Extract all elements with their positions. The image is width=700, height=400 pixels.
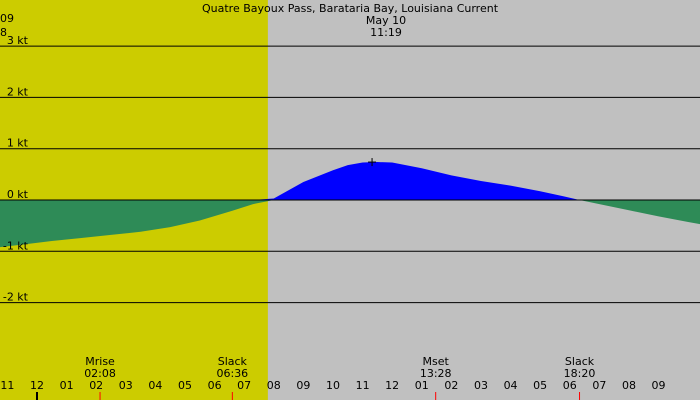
x-tick-label: 01 xyxy=(415,379,429,392)
x-tick-label: 01 xyxy=(60,379,74,392)
y-axis-labels: 3 kt 2 kt 1 kt 0 kt -1 kt -2 kt xyxy=(3,34,29,303)
x-axis-labels: 11 12 01 02 03 04 05 06 07 08 09 10 11 12 01 02 03 04 05 06… xyxy=(0,379,665,392)
event-time: 13:28 xyxy=(420,367,452,380)
x-tick-label: 08 xyxy=(267,379,281,392)
chart-title: Quatre Bayoux Pass, Barataria Bay, Louis… xyxy=(202,2,499,15)
event-time: 06:36 xyxy=(216,367,248,380)
event-name: Mrise xyxy=(85,355,115,368)
x-tick-label: 08 xyxy=(622,379,636,392)
y-tick-label: 3 kt xyxy=(7,34,29,47)
corner-label-bottom: 8 xyxy=(0,26,7,39)
x-tick-label: 09 xyxy=(652,379,666,392)
event-name: Slack xyxy=(565,355,595,368)
ebb-current-area xyxy=(0,200,700,248)
event-name: Mset xyxy=(423,355,450,368)
event-time: 18:20 xyxy=(564,367,596,380)
y-tick-label: -2 kt xyxy=(3,291,29,304)
chart-current-time: 11:19 xyxy=(370,26,402,39)
corner-label-top: 09 xyxy=(0,12,14,25)
x-tick-label: 11 xyxy=(0,379,14,392)
flood-current-area xyxy=(0,162,700,200)
x-tick-label: 10 xyxy=(326,379,340,392)
y-tick-label: 2 kt xyxy=(7,85,29,98)
event-name: Slack xyxy=(218,355,248,368)
x-tick-label: 05 xyxy=(533,379,547,392)
current-time-marker xyxy=(0,158,700,201)
x-tick-label: 11 xyxy=(356,379,370,392)
y-tick-label: -1 kt xyxy=(3,239,29,252)
y-tick-label: 0 kt xyxy=(7,188,29,201)
chart-date: May 10 xyxy=(366,14,406,27)
x-tick-label: 07 xyxy=(237,379,251,392)
x-tick-label: 06 xyxy=(208,379,222,392)
x-tick-label: 02 xyxy=(444,379,458,392)
y-tick-label: 1 kt xyxy=(7,137,29,150)
x-tick-label: 12 xyxy=(30,379,44,392)
x-tick-label: 06 xyxy=(563,379,577,392)
x-tick-label: 05 xyxy=(178,379,192,392)
event-time: 02:08 xyxy=(84,367,116,380)
x-tick-label: 09 xyxy=(296,379,310,392)
x-tick-label: 03 xyxy=(119,379,133,392)
x-tick-label: 02 xyxy=(89,379,103,392)
x-tick-label: 04 xyxy=(148,379,162,392)
x-tick-label: 04 xyxy=(504,379,518,392)
x-tick-label: 03 xyxy=(474,379,488,392)
x-axis-tick-marks xyxy=(35,392,581,400)
x-tick-label: 12 xyxy=(385,379,399,392)
x-tick-label: 07 xyxy=(592,379,606,392)
